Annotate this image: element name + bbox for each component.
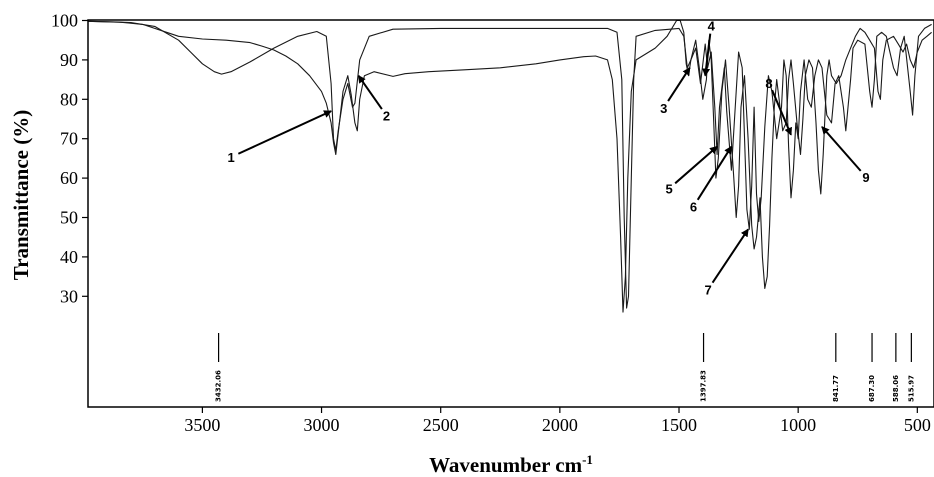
annotation-label: 3	[660, 101, 667, 116]
peak-marker-label: 588.06	[892, 375, 900, 402]
annotation-5: 5	[666, 145, 718, 197]
x-axis-ticks: 3500 3000 2500 2000 1500 1000 500	[184, 407, 931, 435]
annotation-label: 1	[227, 150, 234, 165]
annotation-arrow	[821, 126, 862, 172]
annotation-label: 9	[862, 170, 869, 185]
peak-marker-label: 841.77	[832, 375, 840, 402]
peak-marker-label: 515.97	[907, 375, 915, 402]
y-axis-title: Transmittance (%)	[9, 110, 33, 281]
annotation-6: 6	[690, 145, 733, 215]
annotation-9: 9	[821, 126, 870, 185]
peak-marker-label: 1397.83	[700, 370, 708, 402]
plot-frame	[87, 19, 934, 408]
annotation-arrow	[674, 145, 718, 185]
peak-marker: 687.30	[868, 333, 876, 402]
annotation-label: 4	[708, 19, 716, 34]
peak-marker: 3432.06	[215, 333, 223, 402]
y-tick-label: 70	[60, 129, 78, 149]
annotation-label: 8	[765, 76, 772, 91]
annotation-label: 6	[690, 200, 697, 215]
peak-marker: 1397.83	[700, 333, 708, 402]
y-tick-label: 50	[60, 208, 78, 228]
annotation-arrow	[696, 145, 733, 201]
annotation-2: 2	[357, 74, 390, 124]
y-tick-label: 60	[60, 168, 78, 188]
annotation-8: 8	[765, 76, 792, 136]
annotation-4: 4	[702, 19, 716, 77]
y-tick-label: 90	[60, 50, 78, 70]
peak-marker: 588.06	[892, 333, 900, 402]
peak-marker: 515.97	[907, 333, 915, 402]
x-tick-label: 1500	[661, 415, 697, 435]
annotation-arrow	[702, 33, 712, 77]
annotation-arrow	[237, 110, 332, 155]
annotation-arrow	[667, 66, 691, 102]
annotation-3: 3	[660, 66, 691, 116]
y-tick-label: 40	[60, 247, 78, 267]
x-tick-label: 2500	[423, 415, 459, 435]
annotation-arrow	[357, 74, 383, 110]
annotation-arrow	[771, 89, 792, 136]
spectrum-line-2	[87, 19, 932, 313]
x-tick-label: 1000	[780, 415, 816, 435]
annotation-7: 7	[705, 228, 749, 297]
peak-marker-label: 3432.06	[215, 370, 223, 402]
annotation-arrow	[711, 228, 749, 284]
annotation-label: 5	[666, 182, 673, 197]
x-tick-label: 2000	[542, 415, 578, 435]
annotation-label: 7	[705, 282, 712, 297]
x-axis-title: Wavenumber cm-1	[429, 452, 593, 477]
peak-list-markers: 3432.06 1397.83 841.77 687.30 588.06 515.97	[215, 333, 915, 402]
x-tick-label: 3000	[304, 415, 340, 435]
x-tick-label: 500	[904, 415, 931, 435]
peak-marker-label: 687.30	[868, 375, 876, 402]
y-tick-label: 80	[60, 89, 78, 109]
y-axis-ticks: 30 40 50 60 70 80 90 100	[51, 11, 88, 306]
spectrum-line-1	[87, 20, 932, 309]
annotation-label: 2	[383, 109, 390, 124]
x-tick-label: 3500	[184, 415, 220, 435]
peak-marker: 841.77	[832, 333, 840, 402]
annotation-1: 1	[227, 110, 332, 165]
peak-annotations: 1 2 3 4 5 6 7 8 9	[227, 19, 869, 298]
plot-area	[87, 19, 932, 313]
y-tick-label: 30	[60, 286, 78, 306]
y-tick-label: 100	[51, 11, 78, 31]
